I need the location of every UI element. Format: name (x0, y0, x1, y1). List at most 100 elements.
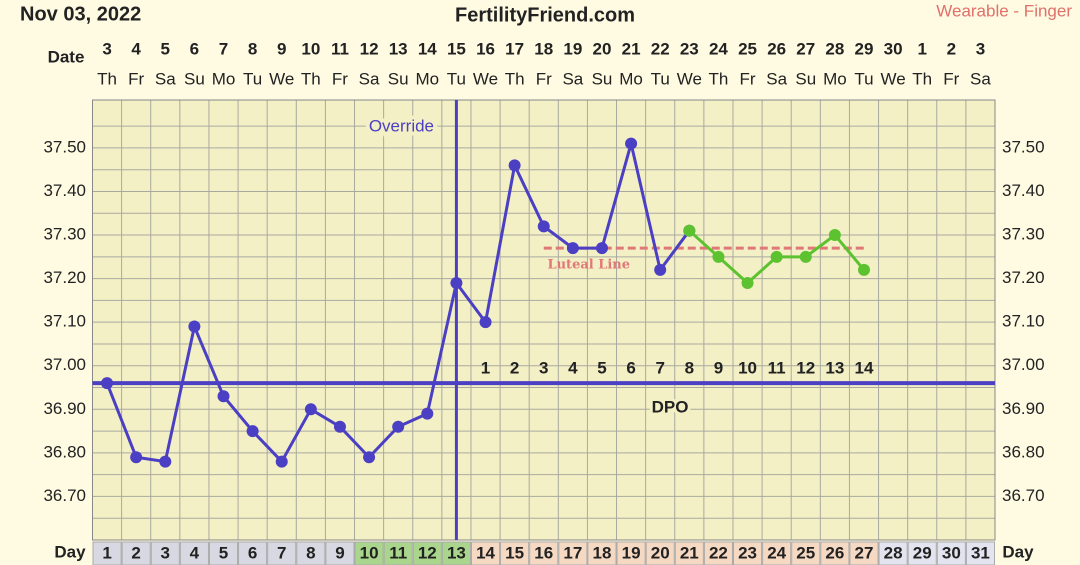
weekday-label: Fr (332, 69, 348, 88)
date-label: 13 (389, 39, 408, 58)
date-label: 3 (976, 39, 985, 58)
temperature-point (683, 224, 696, 237)
y-tick-label: 37.50 (1002, 137, 1045, 156)
weekday-label: Th (505, 69, 525, 88)
day-label: Day (54, 542, 86, 561)
day-number: 12 (418, 543, 437, 562)
day-cell (121, 541, 151, 565)
weekday-label: Mo (212, 69, 236, 88)
day-cell (92, 541, 122, 565)
date-label: 28 (825, 39, 844, 58)
day-cell (441, 541, 471, 565)
temperature-point (828, 229, 841, 242)
temperature-point (654, 263, 667, 276)
y-tick-label: 36.70 (43, 486, 86, 505)
y-tick-label: 37.30 (1002, 225, 1045, 244)
weekday-label: We (269, 69, 294, 88)
date-label: 5 (161, 39, 170, 58)
temperature-point (130, 451, 143, 464)
date-label: 23 (680, 39, 699, 58)
temperature-point (421, 407, 434, 420)
date-label: 7 (219, 39, 228, 58)
y-tick-label: 37.00 (1002, 355, 1045, 374)
day-number: 13 (447, 543, 466, 562)
dpo-number: 11 (768, 358, 786, 377)
plot-border (92, 99, 996, 541)
day-cell (732, 541, 763, 565)
y-tick-label: 37.10 (1002, 312, 1045, 331)
weekday-label: Tu (854, 69, 873, 88)
y-tick-label: 36.70 (1002, 486, 1045, 505)
day-cell (645, 541, 675, 565)
temperature-point (450, 276, 463, 289)
weekday-label: Su (388, 69, 409, 88)
weekday-label: Fr (536, 69, 552, 88)
date-label: 29 (855, 39, 874, 58)
temperature-point (392, 420, 405, 433)
date-label: 3 (102, 39, 111, 58)
header-date: Nov 03, 2022 (20, 3, 141, 25)
temperature-point (508, 159, 521, 172)
temperature-point (479, 316, 492, 329)
weekday-label: Sa (970, 69, 991, 88)
temperature-point (625, 137, 638, 150)
day-number: 22 (709, 543, 728, 562)
day-number: 11 (389, 543, 407, 562)
date-label: 22 (651, 39, 670, 58)
y-tick-label: 37.10 (43, 312, 86, 331)
temperature-point (537, 220, 550, 233)
temperature-point (275, 455, 288, 468)
day-number: 16 (534, 543, 553, 562)
dpo-label: DPO (652, 397, 689, 416)
date-label: Date (48, 47, 85, 66)
day-number: 1 (102, 543, 111, 562)
day-number: 21 (680, 543, 699, 562)
day-cell (470, 541, 501, 565)
weekday-label: Sa (562, 69, 583, 88)
temperature-point (741, 276, 754, 289)
dpo-number: 8 (685, 358, 694, 377)
dpo-number: 1 (481, 358, 490, 377)
day-cell (791, 541, 821, 565)
temperature-point (770, 250, 783, 263)
dpo-number: 6 (626, 358, 635, 377)
day-number: 27 (855, 543, 874, 562)
day-cell (936, 541, 966, 565)
day-cell (849, 541, 879, 565)
weekday-label: Su (184, 69, 205, 88)
weekday-label: Fr (128, 69, 144, 88)
temperature-point (217, 390, 230, 403)
weekday-label: Th (912, 69, 932, 88)
day-cell (674, 541, 704, 565)
weekday-label: Su (795, 69, 816, 88)
y-tick-label: 36.90 (1002, 399, 1045, 418)
day-number: 5 (219, 543, 228, 562)
date-label: 18 (534, 39, 553, 58)
day-cell (587, 541, 617, 565)
weekday-label: Tu (447, 69, 466, 88)
date-label: 9 (277, 39, 286, 58)
day-cell (703, 541, 733, 565)
dpo-number: 7 (655, 358, 664, 377)
day-number: 31 (971, 543, 990, 562)
dpo-number: 9 (714, 358, 723, 377)
weekday-label: Mo (415, 69, 439, 88)
day-cell (762, 541, 792, 565)
temperature-point (566, 242, 579, 255)
weekday-label: Tu (243, 69, 262, 88)
temperature-point (333, 420, 346, 433)
day-cell (878, 541, 908, 565)
date-label: 14 (418, 39, 437, 58)
weekday-label: Th (301, 69, 321, 88)
day-number: 30 (942, 543, 961, 562)
day-cell (820, 541, 850, 565)
day-number: 20 (651, 543, 670, 562)
day-number: 14 (476, 543, 495, 562)
weekday-label: Mo (823, 69, 847, 88)
date-label: 15 (447, 39, 466, 58)
date-label: 1 (917, 39, 926, 58)
dpo-number: 13 (825, 358, 844, 377)
day-number: 3 (161, 543, 170, 562)
temperature-point (363, 451, 376, 464)
